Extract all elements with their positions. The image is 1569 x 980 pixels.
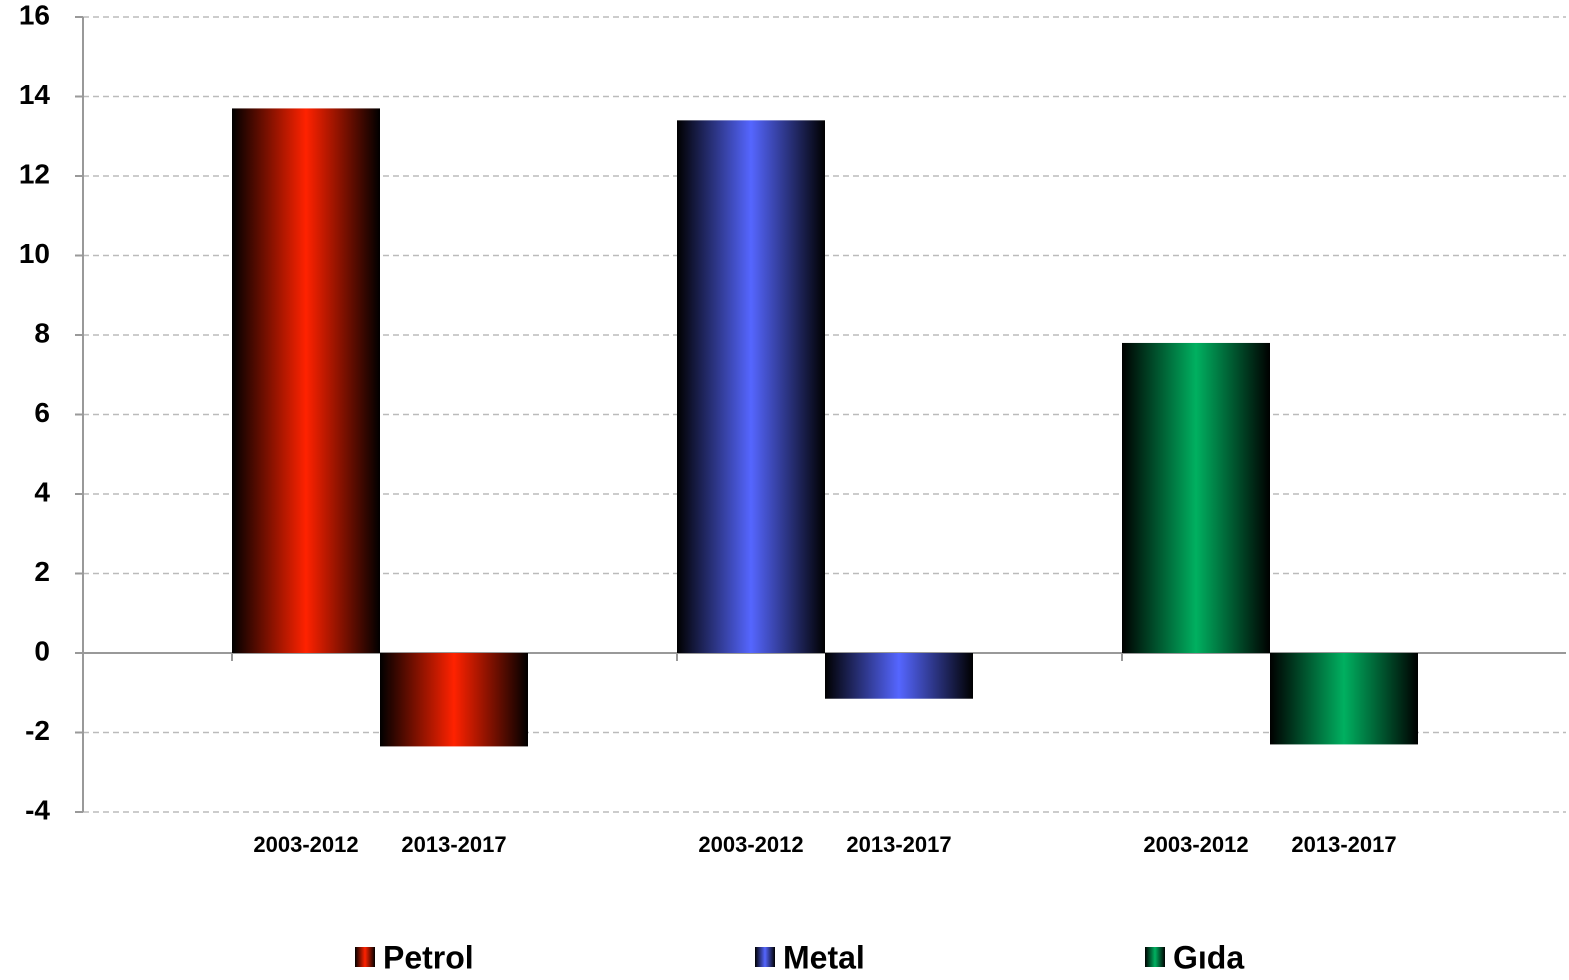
y-tick-label: 12	[19, 158, 50, 189]
y-tick-label: 10	[19, 238, 50, 269]
bar	[825, 653, 973, 699]
legend-label: Petrol	[383, 939, 474, 975]
bar	[1122, 342, 1270, 653]
y-tick-label: 4	[34, 476, 50, 507]
legend-swatch	[355, 947, 375, 967]
y-tick-label: 2	[34, 556, 50, 587]
legend-label: Gıda	[1173, 939, 1244, 975]
legend-label: Metal	[783, 939, 865, 975]
bar	[380, 653, 528, 747]
y-tick-label: 8	[34, 317, 50, 348]
y-tick-label: -4	[25, 794, 50, 825]
x-tick-label: 2003-2012	[253, 832, 358, 857]
legend-swatch	[755, 947, 775, 967]
y-tick-label: -2	[25, 715, 50, 746]
bar	[1270, 653, 1418, 745]
bar	[232, 108, 380, 654]
bar	[677, 120, 825, 654]
x-tick-label: 2013-2017	[401, 832, 506, 857]
y-tick-label: 0	[34, 635, 50, 666]
x-tick-label: 2003-2012	[1143, 832, 1248, 857]
y-tick-label: 14	[19, 79, 51, 110]
legend-swatch	[1145, 947, 1165, 967]
x-tick-label: 2013-2017	[846, 832, 951, 857]
y-tick-label: 6	[34, 397, 50, 428]
x-tick-label: 2003-2012	[698, 832, 803, 857]
y-tick-label: 16	[19, 0, 50, 30]
x-tick-label: 2013-2017	[1291, 832, 1396, 857]
